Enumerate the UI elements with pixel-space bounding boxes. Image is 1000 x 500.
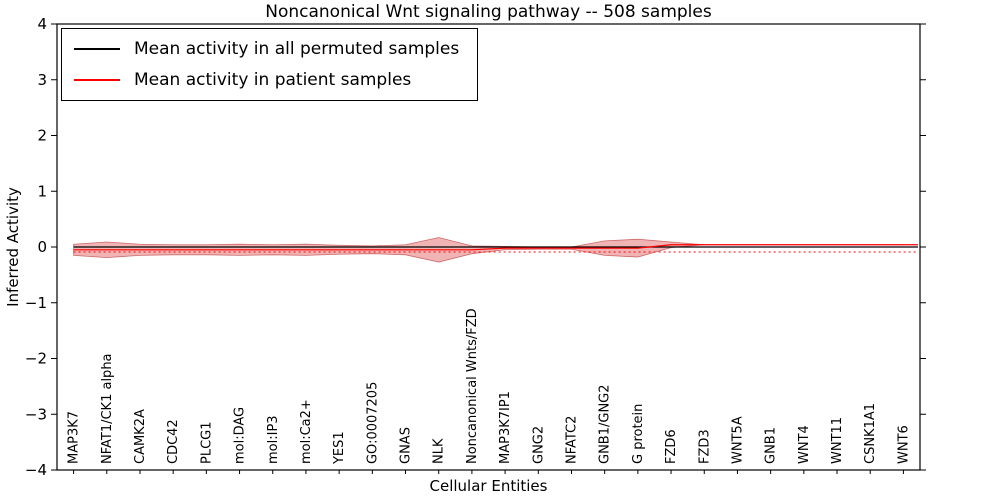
legend-entry-permuted: Mean activity in all permuted samples <box>74 39 459 59</box>
x-tick-label: NLK <box>432 438 447 464</box>
y-tick-label: 1 <box>37 182 47 200</box>
x-tick-label: WNT11 <box>830 417 845 464</box>
x-tick-label: MAP3K7IP1 <box>498 391 513 464</box>
x-tick-label: CSNK1A1 <box>863 403 878 464</box>
x-tick-label: Noncanonical Wnts/FZD <box>465 308 480 464</box>
y-tick-label: −2 <box>25 350 47 368</box>
x-tick-label: CDC42 <box>166 419 181 464</box>
y-tick-label: 4 <box>37 15 47 33</box>
x-tick-label: WNT4 <box>797 425 812 464</box>
x-tick-label: mol:IP3 <box>266 415 281 464</box>
x-tick-label: NFAT1/CK1 alpha <box>100 353 115 464</box>
x-tick-label: NFATC2 <box>564 416 579 464</box>
x-tick-label: GO:0007205 <box>365 382 380 464</box>
y-tick-label: 3 <box>37 71 47 89</box>
legend: Mean activity in all permuted samples Me… <box>61 28 479 101</box>
legend-line-patient-icon <box>74 79 120 81</box>
x-tick-label: mol:Ca2+ <box>299 399 314 464</box>
x-tick-label: WNT6 <box>896 425 911 464</box>
x-tick-label: GNG2 <box>531 426 546 464</box>
legend-label-patient: Mean activity in patient samples <box>134 70 412 90</box>
y-tick-label: 0 <box>37 238 47 256</box>
x-tick-label: PLCG1 <box>199 421 214 464</box>
legend-label-permuted: Mean activity in all permuted samples <box>134 39 460 59</box>
x-tick-label: CAMK2A <box>133 409 148 464</box>
x-tick-label: GNB1/GNG2 <box>598 384 613 464</box>
y-tick-label: −3 <box>25 405 47 423</box>
x-tick-label: YES1 <box>332 431 347 465</box>
x-tick-label: G protein <box>631 404 646 464</box>
y-tick-label: 2 <box>37 127 47 145</box>
x-tick-label: MAP3K7 <box>67 411 82 464</box>
x-tick-label: WNT5A <box>730 416 745 464</box>
x-tick-label: GNAS <box>399 427 414 464</box>
x-tick-label: FZD6 <box>664 429 679 464</box>
chart-title: Noncanonical Wnt signaling pathway -- 50… <box>265 2 712 22</box>
y-tick-label: −1 <box>25 294 47 312</box>
x-axis-label: Cellular Entities <box>429 477 548 495</box>
x-tick-label: mol:DAG <box>233 407 248 464</box>
legend-line-permuted-icon <box>74 48 120 50</box>
y-axis-label: Inferred Activity <box>4 187 22 307</box>
legend-entry-patient: Mean activity in patient samples <box>74 70 459 90</box>
y-tick-label: −4 <box>25 461 47 479</box>
patient-mean-line <box>73 244 918 251</box>
x-tick-label: FZD3 <box>697 429 712 464</box>
x-tick-label: GNB1 <box>764 427 779 464</box>
